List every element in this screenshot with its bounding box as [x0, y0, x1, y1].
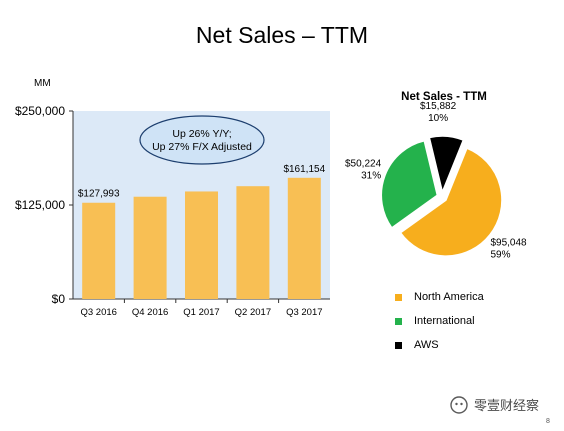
pie-percent-label: 59%	[490, 250, 510, 261]
slide-title: Net Sales – TTM	[195, 22, 369, 48]
growth-callout-text: Up 27% F/X Adjusted	[152, 141, 252, 153]
pie-percent-label: 10%	[428, 113, 448, 124]
bar-chart: $0 $125,000 $250,000 Q3 2016 $127,993 Q4 2016…	[15, 104, 330, 318]
pie-value-label: $15,882	[420, 101, 457, 112]
y-tick-label: $0	[52, 292, 66, 306]
data-label: $161,154	[283, 164, 325, 175]
pie-value-label: $95,048	[490, 238, 527, 249]
growth-callout-text: Up 26% Y/Y;	[172, 128, 231, 140]
pie-slice	[399, 147, 503, 257]
bar	[133, 196, 167, 299]
pie-slice	[380, 139, 439, 229]
legend-swatch	[395, 341, 402, 349]
legend-label: AWS	[414, 339, 439, 351]
x-tick-label: Q3 2017	[286, 307, 322, 318]
pie-title: Net Sales - TTM	[401, 91, 487, 103]
y-tick-label: $125,000	[15, 198, 65, 212]
x-tick-label: Q3 2016	[80, 307, 116, 318]
legend-swatch	[395, 293, 402, 301]
watermark-text: 零壹财经察	[474, 398, 540, 413]
x-tick-label: Q4 2016	[132, 307, 168, 318]
x-tick-label: Q1 2017	[183, 307, 219, 318]
wechat-logo-icon	[450, 395, 468, 414]
legend-label: International	[414, 315, 475, 327]
growth-callout	[139, 115, 265, 165]
x-tick-label: Q2 2017	[235, 307, 271, 318]
bar	[185, 191, 218, 299]
unit-label: MM	[34, 78, 51, 89]
bar	[236, 186, 270, 299]
pie-legend: North America International AWS	[395, 291, 484, 363]
page-number: 8	[546, 418, 550, 425]
legend-swatch	[395, 317, 402, 325]
legend-item: AWS	[395, 339, 484, 351]
pie-value-label: $50,224	[345, 158, 382, 169]
legend-item: International	[395, 315, 484, 327]
data-label: $127,993	[78, 189, 120, 200]
bar	[82, 202, 116, 299]
bar	[287, 177, 321, 299]
pie-slice	[428, 135, 465, 195]
pie-percent-label: 31%	[361, 170, 381, 181]
legend-label: North America	[414, 291, 484, 303]
watermark: 零壹财经察	[450, 395, 539, 414]
y-tick-label: $250,000	[15, 104, 65, 118]
legend-item: North America	[395, 291, 484, 303]
